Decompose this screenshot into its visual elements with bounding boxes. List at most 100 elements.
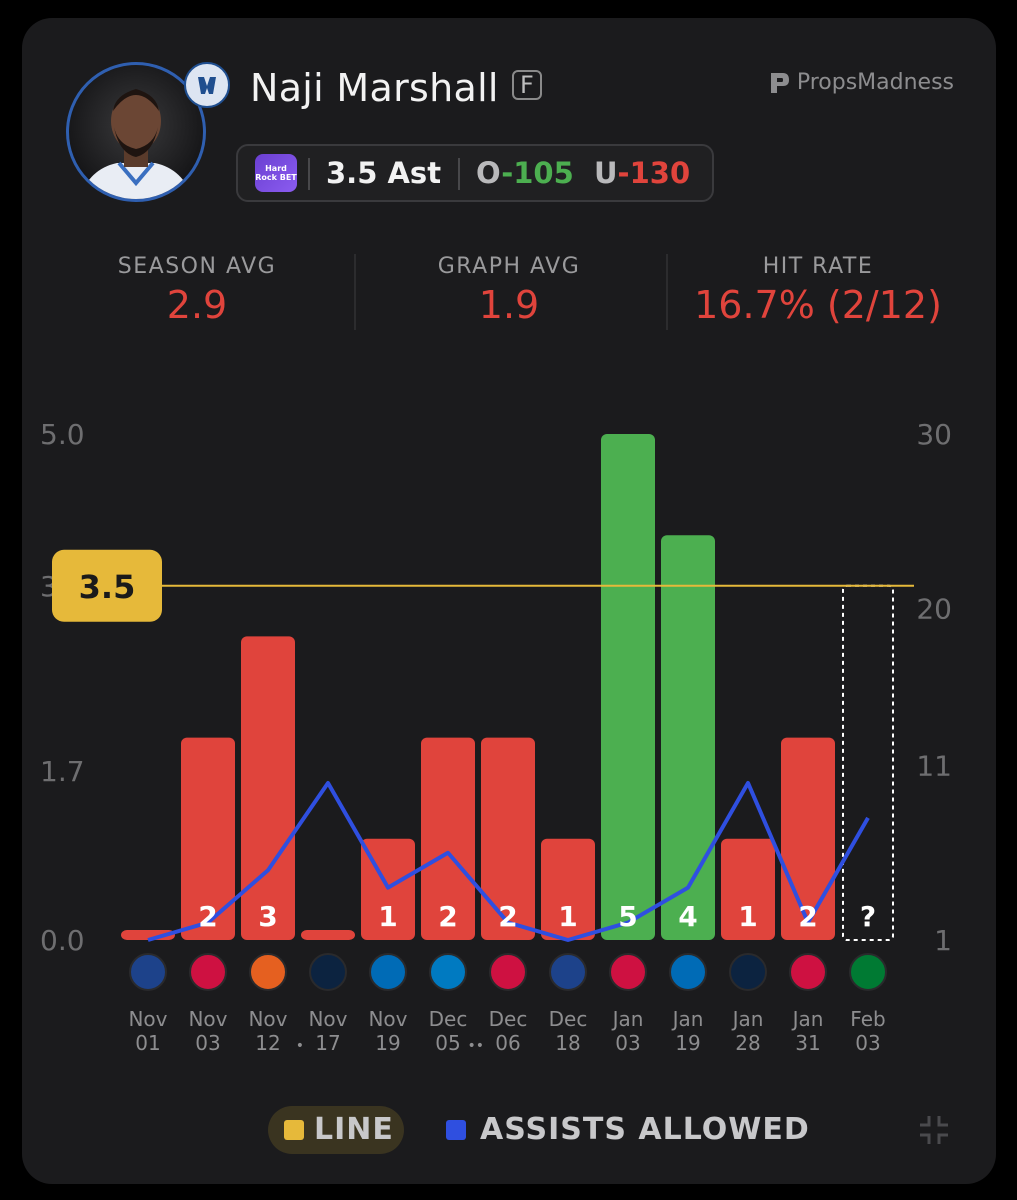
date-month-label: Nov	[368, 1007, 407, 1031]
under-odds: -130	[617, 156, 691, 190]
date-day-label: 31	[795, 1031, 820, 1055]
date-month-label: Jan	[731, 1007, 764, 1031]
prop-line-box[interactable]: Hard Rock BET 3.5 Ast O-105 U-130	[236, 144, 714, 202]
brand-name: PropsMadness	[796, 70, 954, 95]
divider	[308, 158, 310, 190]
bar-value-label: 4	[678, 900, 697, 933]
date-day-label: 01	[135, 1031, 160, 1055]
graph-avg-value: 1.9	[478, 283, 540, 327]
date-day-label: 18	[555, 1031, 580, 1055]
season-avg: SEASON AVG 2.9	[82, 254, 312, 327]
prop-line-badge	[52, 549, 162, 622]
odds: O-105 U-130	[476, 156, 690, 190]
game-marker: ••	[467, 1038, 484, 1054]
date-day-label: 05	[435, 1031, 460, 1055]
right-tick-label: 1	[934, 924, 952, 957]
date-month-label: Nov	[188, 1007, 227, 1031]
bar-value-label: 3	[258, 900, 277, 933]
left-tick-label: 0.0	[40, 924, 85, 957]
chart-legend: LINE ASSISTS ALLOWED	[22, 1106, 996, 1156]
knicks-logo-icon	[669, 953, 707, 991]
assists-bar	[241, 636, 295, 940]
position-badge: F	[512, 70, 542, 100]
assists-bar	[601, 434, 655, 940]
pistons-logo-icon	[129, 953, 167, 991]
knicks-logo-icon	[369, 953, 407, 991]
date-month-label: Nov	[308, 1007, 347, 1031]
date-day-label: 03	[195, 1031, 220, 1055]
hit-rate-label: HIT RATE	[762, 254, 874, 279]
bar-value-label: 2	[498, 900, 517, 933]
date-month-label: Feb	[850, 1007, 885, 1031]
date-day-label: 03	[855, 1031, 880, 1055]
divider	[458, 158, 460, 190]
collapse-icon[interactable]	[918, 1114, 950, 1146]
assists-bar	[181, 737, 235, 940]
brand-logo: PropsMadness	[769, 70, 954, 95]
player-headshot-icon	[79, 89, 193, 199]
right-tick-label: 11	[916, 750, 952, 783]
date-day-label: 28	[735, 1031, 760, 1055]
right-tick-label: 20	[916, 592, 952, 625]
right-tick-label: 30	[916, 418, 952, 451]
assists-allowed-line	[147, 780, 870, 942]
pistons-logo-icon	[549, 953, 587, 991]
date-month-label: Dec	[429, 1007, 468, 1031]
hit-rate: HIT RATE 16.7% (2/12)	[682, 254, 954, 327]
legend-line-swatch	[284, 1120, 304, 1140]
bar-value-label: ?	[860, 900, 876, 933]
prop-card: Naji Marshall F PropsMadness Hard Rock B…	[22, 18, 996, 1184]
divider	[666, 254, 668, 330]
season-avg-value: 2.9	[166, 283, 228, 327]
mavericks-logo-icon	[184, 62, 230, 108]
legend-assists-swatch	[446, 1120, 466, 1140]
date-day-label: 19	[675, 1031, 700, 1055]
season-avg-label: SEASON AVG	[117, 254, 277, 279]
over-odds: -105	[501, 156, 574, 190]
bar-value-label: 1	[378, 900, 397, 933]
bar-value-label: 5	[618, 900, 637, 933]
graph-avg: GRAPH AVG 1.9	[394, 254, 624, 327]
date-day-label: 17	[315, 1031, 340, 1055]
suns-logo-icon	[249, 953, 287, 991]
rockets-logo-icon	[609, 953, 647, 991]
date-month-label: Nov	[128, 1007, 167, 1031]
left-tick-label: 5.0	[40, 418, 85, 451]
player-name: Naji Marshall	[250, 66, 499, 110]
assists-bar	[481, 737, 535, 940]
timberwolves-logo-icon	[309, 953, 347, 991]
graph-avg-label: GRAPH AVG	[437, 254, 581, 279]
stats-row: SEASON AVG 2.9 GRAPH AVG 1.9 HIT RATE 16…	[22, 254, 996, 334]
hard-rock-bet-logo-icon: Hard Rock BET	[255, 154, 297, 192]
assists-bar	[421, 737, 475, 940]
date-day-label: 19	[375, 1031, 400, 1055]
rockets-logo-icon	[489, 953, 527, 991]
date-month-label: Dec	[549, 1007, 588, 1031]
assists-bar	[661, 535, 715, 940]
game-marker: •	[296, 1038, 304, 1054]
assists-bar	[541, 838, 595, 940]
date-day-label: 03	[615, 1031, 640, 1055]
date-month-label: Dec	[489, 1007, 528, 1031]
legend-assists-label: ASSISTS ALLOWED	[480, 1112, 810, 1147]
prop-stat: Ast	[387, 156, 442, 190]
date-month-label: Nov	[248, 1007, 287, 1031]
prop-line: 3.5 Ast	[326, 156, 441, 190]
legend-line-item[interactable]: LINE	[268, 1106, 404, 1154]
legend-line-label: LINE	[314, 1112, 394, 1147]
bar-value-label: 2	[798, 900, 817, 933]
under-label: U	[593, 156, 618, 190]
left-tick-label: 1.7	[40, 755, 85, 788]
propsmadness-logo-icon	[770, 72, 789, 93]
date-month-label: Jan	[671, 1007, 704, 1031]
bar-value-label: 1	[738, 900, 757, 933]
rockets-logo-icon	[189, 953, 227, 991]
bar-value-label: 1	[558, 900, 577, 933]
timberwolves-logo-icon	[729, 953, 767, 991]
date-day-label: 06	[495, 1031, 520, 1055]
rockets-logo-icon	[789, 953, 827, 991]
bar-value-label: 2	[198, 900, 217, 933]
date-month-label: Jan	[611, 1007, 644, 1031]
assists-bar	[721, 838, 775, 940]
divider	[354, 254, 356, 330]
